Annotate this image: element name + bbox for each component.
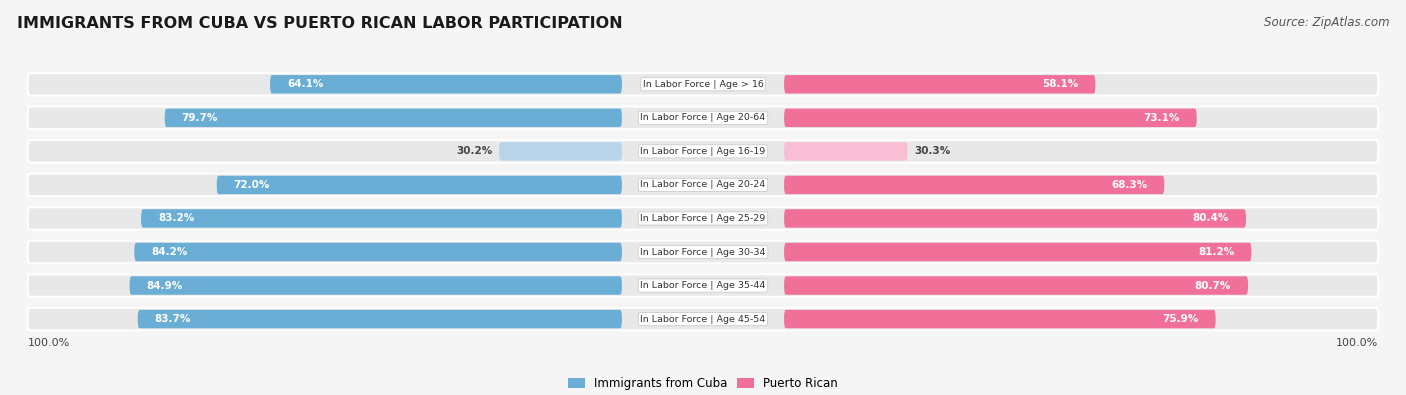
FancyBboxPatch shape (135, 243, 621, 261)
FancyBboxPatch shape (138, 310, 621, 328)
Text: 83.7%: 83.7% (155, 314, 191, 324)
Text: In Labor Force | Age 35-44: In Labor Force | Age 35-44 (640, 281, 766, 290)
FancyBboxPatch shape (28, 241, 1378, 263)
Text: 30.3%: 30.3% (914, 147, 950, 156)
FancyBboxPatch shape (785, 209, 1246, 228)
Text: In Labor Force | Age 16-19: In Labor Force | Age 16-19 (640, 147, 766, 156)
Text: In Labor Force | Age 45-54: In Labor Force | Age 45-54 (640, 314, 766, 324)
Text: 73.1%: 73.1% (1143, 113, 1180, 123)
Text: 83.2%: 83.2% (157, 213, 194, 224)
Text: 75.9%: 75.9% (1163, 314, 1199, 324)
Text: In Labor Force | Age > 16: In Labor Force | Age > 16 (643, 80, 763, 89)
Text: 80.7%: 80.7% (1195, 280, 1232, 291)
FancyBboxPatch shape (28, 207, 1378, 230)
Text: In Labor Force | Age 20-24: In Labor Force | Age 20-24 (640, 181, 766, 190)
Text: 100.0%: 100.0% (1336, 338, 1378, 348)
Text: 72.0%: 72.0% (233, 180, 270, 190)
FancyBboxPatch shape (28, 174, 1378, 196)
Legend: Immigrants from Cuba, Puerto Rican: Immigrants from Cuba, Puerto Rican (568, 377, 838, 390)
FancyBboxPatch shape (785, 142, 908, 161)
FancyBboxPatch shape (785, 109, 1197, 127)
Text: Source: ZipAtlas.com: Source: ZipAtlas.com (1264, 16, 1389, 29)
Text: 84.9%: 84.9% (146, 280, 183, 291)
Text: 81.2%: 81.2% (1198, 247, 1234, 257)
Text: IMMIGRANTS FROM CUBA VS PUERTO RICAN LABOR PARTICIPATION: IMMIGRANTS FROM CUBA VS PUERTO RICAN LAB… (17, 16, 623, 31)
FancyBboxPatch shape (28, 73, 1378, 96)
FancyBboxPatch shape (129, 276, 621, 295)
FancyBboxPatch shape (28, 107, 1378, 129)
Text: In Labor Force | Age 20-64: In Labor Force | Age 20-64 (640, 113, 766, 122)
FancyBboxPatch shape (785, 75, 1095, 94)
Text: 58.1%: 58.1% (1042, 79, 1078, 89)
FancyBboxPatch shape (217, 176, 621, 194)
Text: 79.7%: 79.7% (181, 113, 218, 123)
Text: 68.3%: 68.3% (1111, 180, 1147, 190)
FancyBboxPatch shape (28, 140, 1378, 163)
Text: 30.2%: 30.2% (456, 147, 492, 156)
FancyBboxPatch shape (141, 209, 621, 228)
FancyBboxPatch shape (785, 276, 1249, 295)
FancyBboxPatch shape (165, 109, 621, 127)
FancyBboxPatch shape (28, 308, 1378, 330)
FancyBboxPatch shape (785, 310, 1216, 328)
Text: 80.4%: 80.4% (1192, 213, 1229, 224)
FancyBboxPatch shape (785, 176, 1164, 194)
FancyBboxPatch shape (270, 75, 621, 94)
Text: In Labor Force | Age 25-29: In Labor Force | Age 25-29 (640, 214, 766, 223)
Text: 64.1%: 64.1% (287, 79, 323, 89)
FancyBboxPatch shape (499, 142, 621, 161)
Text: In Labor Force | Age 30-34: In Labor Force | Age 30-34 (640, 248, 766, 256)
FancyBboxPatch shape (785, 243, 1251, 261)
Text: 100.0%: 100.0% (28, 338, 70, 348)
Text: 84.2%: 84.2% (152, 247, 187, 257)
FancyBboxPatch shape (28, 274, 1378, 297)
